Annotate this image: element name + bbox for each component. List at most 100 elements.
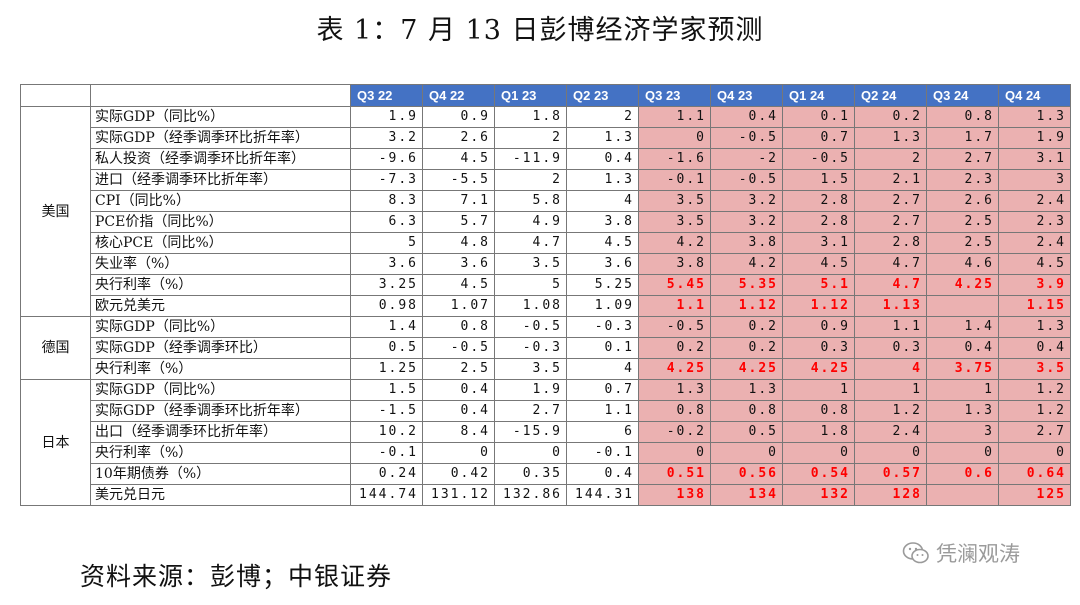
forecast-cell: 2.4 [998,190,1071,212]
value-cell: 3.25 [350,274,423,296]
value-cell: 4.5 [566,232,639,254]
forecast-cell: 1.1 [638,295,711,317]
value-cell: 2.6 [422,127,495,149]
forecast-cell: 0.4 [926,337,999,359]
value-cell: 0.4 [422,379,495,401]
row-label: 实际GDP（同比%） [90,106,351,128]
forecast-cell: 1.2 [854,400,927,422]
quarter-header: Q1 23 [494,84,567,107]
forecast-cell: 1.12 [710,295,783,317]
forecast-cell: 0 [782,442,855,464]
row-label: PCE价指（同比%） [90,211,351,233]
forecast-cell: 0.2 [638,337,711,359]
value-cell: 0 [494,442,567,464]
value-cell: 1.09 [566,295,639,317]
forecast-cell: 0 [638,127,711,149]
value-cell: 2.5 [422,358,495,380]
value-cell: 7.1 [422,190,495,212]
value-cell: 4.7 [494,232,567,254]
forecast-cell: 1.4 [926,316,999,338]
value-cell: 5.25 [566,274,639,296]
forecast-cell: 0 [926,442,999,464]
forecast-cell: -0.5 [638,316,711,338]
forecast-cell: 3.2 [710,190,783,212]
value-cell: 5 [350,232,423,254]
forecast-cell: 0.2 [854,106,927,128]
forecast-cell: 5.45 [638,274,711,296]
forecast-cell: 2.5 [926,211,999,233]
forecast-cell: 3.75 [926,358,999,380]
forecast-cell: 1 [782,379,855,401]
source-note: 资料来源：彭博；中银证券 [80,562,393,591]
forecast-cell: 1.7 [926,127,999,149]
forecast-cell: 125 [998,484,1071,506]
table-row: CPI（同比%） 8.3 7.1 5.8 4 3.5 3.2 2.8 2.7 2.6 2.4 [21,190,1071,212]
forecast-cell: 0.54 [782,463,855,485]
forecast-cell: -2 [710,148,783,170]
forecast-cell: 128 [854,484,927,506]
forecast-cell: 3.5 [998,358,1071,380]
value-cell: -0.1 [350,442,423,464]
value-cell: -0.5 [422,337,495,359]
forecast-cell: 0 [710,442,783,464]
forecast-cell: 4.7 [854,274,927,296]
value-cell: 1.9 [494,379,567,401]
forecast-cell: 0.2 [710,337,783,359]
value-cell: 4.5 [422,274,495,296]
value-cell: 3.8 [566,211,639,233]
value-cell: 1.08 [494,295,567,317]
row-label: 出口（经季调季环比折年率） [90,421,351,443]
value-cell: 3.6 [566,253,639,275]
forecast-cell: 0.57 [854,463,927,485]
forecast-cell: 0.64 [998,463,1071,485]
value-cell: 6 [566,421,639,443]
forecast-cell: -0.2 [638,421,711,443]
value-cell: 0.8 [422,316,495,338]
country-cell: 日本 [20,379,91,506]
forecast-cell: 0.3 [782,337,855,359]
forecast-cell: 4.2 [638,232,711,254]
forecast-cell: 0.8 [638,400,711,422]
value-cell: 0.35 [494,463,567,485]
row-label: 央行利率（%） [90,274,351,296]
forecast-cell: 4.25 [710,358,783,380]
row-label: 实际GDP（同比%） [90,316,351,338]
value-cell: -15.9 [494,421,567,443]
forecast-cell: 132 [782,484,855,506]
value-cell: -7.3 [350,169,423,191]
table-row: 出口（经季调季环比折年率） 10.2 8.4 -15.9 6 -0.2 0.5 1.8 2.4 3… [21,421,1071,443]
forecast-cell: 0.9 [782,316,855,338]
forecast-cell: 0.8 [782,400,855,422]
forecast-cell: 138 [638,484,711,506]
value-cell: 3.6 [422,253,495,275]
forecast-cell: 2.7 [926,148,999,170]
forecast-cell: 5.35 [710,274,783,296]
value-cell: 2 [566,106,639,128]
forecast-cell: 0.8 [710,400,783,422]
value-cell: -11.9 [494,148,567,170]
quarter-header: Q2 23 [566,84,639,107]
table-row: 实际GDP（经季调季环比折年率） -1.5 0.4 2.7 1.1 0.8 0.8 0.8 1.… [21,400,1071,422]
forecast-cell: 0.6 [926,463,999,485]
value-cell: -0.5 [494,316,567,338]
forecast-cell: 2.4 [854,421,927,443]
quarter-header: Q1 24 [782,84,855,107]
value-cell: 5.7 [422,211,495,233]
value-cell: 2 [494,169,567,191]
forecast-cell: 0 [998,442,1071,464]
forecast-cell: 0 [638,442,711,464]
value-cell: 1.1 [566,400,639,422]
forecast-cell: 134 [710,484,783,506]
forecast-cell: 4.6 [926,253,999,275]
forecast-cell: 1.15 [998,295,1071,317]
forecast-cell: 1.8 [782,421,855,443]
value-cell: 2 [494,127,567,149]
quarter-header: Q3 23 [638,84,711,107]
quarter-header: Q4 22 [422,84,495,107]
quarter-header: Q4 24 [998,84,1071,107]
table-row: 进口（经季调季环比折年率） -7.3 -5.5 2 1.3 -0.1 -0.5 1.5 2.1 2… [21,169,1071,191]
value-cell: 3.2 [350,127,423,149]
table-row: 实际GDP（经季调季环比） 0.5 -0.5 -0.3 0.1 0.2 0.2 0.3 0.3 0… [21,337,1071,359]
forecast-cell: 3.2 [710,211,783,233]
forecast-cell: 3.9 [998,274,1071,296]
